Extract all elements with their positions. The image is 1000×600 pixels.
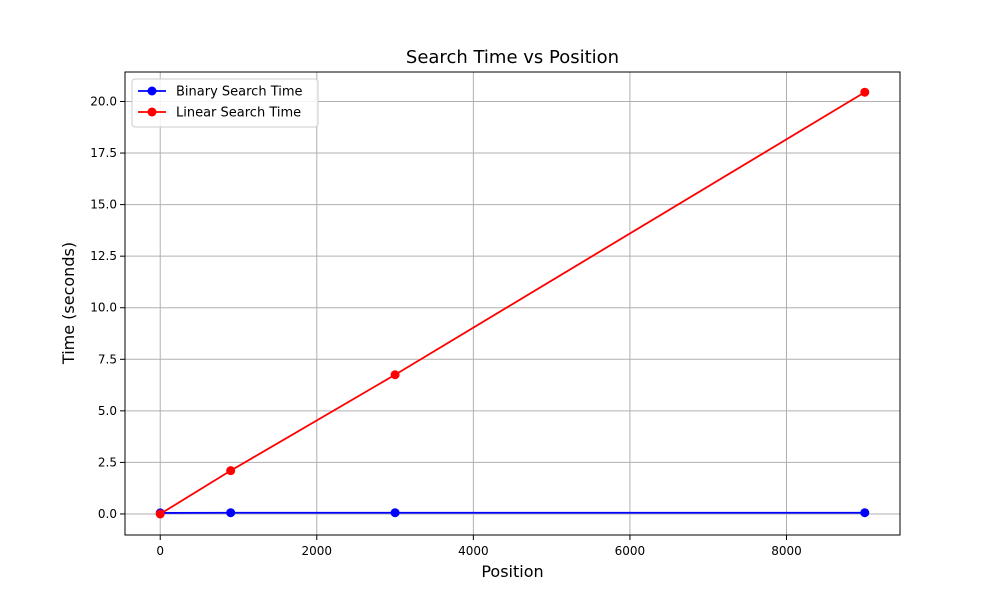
legend-item: Linear Search Time [138,106,301,121]
x-axis: 0 2000 4000 6000 8000 [156,535,802,558]
data-point [390,370,400,380]
legend-box [131,78,319,128]
y-tick-label: 20.0 [90,94,117,108]
y-tick-label: 0.0 [98,507,117,521]
data-point [860,87,870,97]
y-tick-label: 12.5 [90,249,117,263]
data-point [226,508,236,518]
x-tick-label: 6000 [615,544,646,558]
legend-label: Binary Search Time [176,85,303,100]
x-axis-label: Position [481,562,543,581]
series-layer [155,87,870,519]
grid [125,72,900,535]
legend: Binary Search Time Linear Search Time [131,78,319,128]
y-tick-label: 5.0 [98,404,117,418]
data-point [860,508,870,518]
y-axis-label: Time (seconds) [59,242,78,365]
data-point [390,508,400,518]
chart-title: Search Time vs Position [406,47,619,68]
legend-item: Binary Search Time [138,85,303,100]
legend-marker [147,107,157,117]
y-tick-label: 17.5 [90,146,117,160]
series-line [159,91,866,515]
x-tick-label: 0 [156,544,164,558]
y-tick-label: 10.0 [90,301,117,315]
x-tick-label: 4000 [458,544,489,558]
y-axis: 0.0 2.5 5.0 7.5 10.0 12.5 15.0 17.5 20.0 [90,94,125,521]
legend-marker [147,86,157,96]
y-tick-label: 15.0 [90,198,117,212]
series-linear-search [155,87,870,519]
x-tick-label: 2000 [302,544,333,558]
y-tick-label: 7.5 [98,352,117,366]
data-point [226,466,236,476]
legend-label: Linear Search Time [176,106,301,121]
x-tick-label: 8000 [771,544,802,558]
plot-frame [124,71,901,536]
y-tick-label: 2.5 [98,455,117,469]
data-point [155,509,165,519]
